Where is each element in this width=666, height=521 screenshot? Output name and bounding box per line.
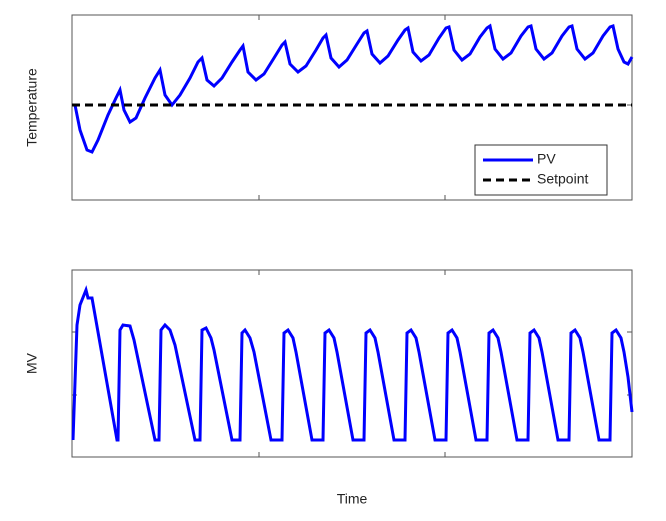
y-axis-label: MV — [24, 352, 40, 374]
legend: PV Setpoint — [474, 144, 608, 196]
legend-label: Setpoint — [537, 171, 588, 187]
x-axis-label: Time — [337, 491, 368, 507]
legend-box — [474, 144, 608, 196]
axes-box — [71, 269, 633, 458]
line-series — [71, 285, 634, 442]
legend-label: PV — [537, 151, 556, 167]
line-series — [73, 23, 634, 154]
axes-box — [71, 14, 633, 201]
y-axis-label: Temperature — [24, 68, 40, 147]
